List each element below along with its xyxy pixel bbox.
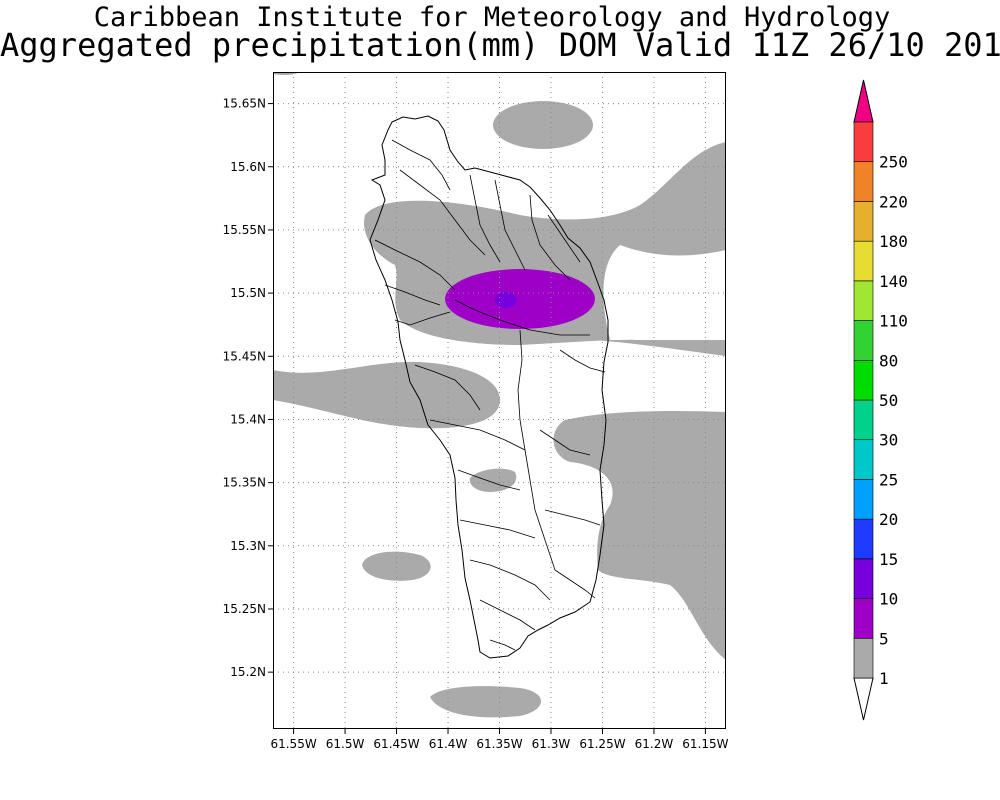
- colorbar-swatch: [853, 637, 874, 679]
- precip-band-10-15: [495, 292, 517, 308]
- colorbar-level-label: 5: [879, 629, 889, 648]
- island-outline: [369, 115, 609, 659]
- colorbar-level-label: 80: [879, 351, 898, 370]
- precip-band-5-10: [445, 269, 595, 329]
- colorbar-level-label: 1: [879, 669, 889, 688]
- lat-tick-label: 15.45N: [223, 349, 266, 363]
- colorbar-swatch: [853, 280, 874, 321]
- lon-tick-label: 61.2W: [635, 737, 674, 751]
- lon-tick-label: 61.3W: [532, 737, 571, 751]
- lon-tick-label: 61.35W: [476, 737, 522, 751]
- lat-tick-label: 15.55N: [223, 223, 266, 237]
- title-line-2: Aggregated precipitation(mm) DOM Valid 1…: [0, 26, 1000, 64]
- lon-tick-label: 61.45W: [373, 737, 419, 751]
- colorbar-swatch: [853, 439, 874, 480]
- lon-tick-label: 61.25W: [579, 737, 625, 751]
- lon-tick-label: 61.15W: [682, 737, 728, 751]
- longitude-tick-labels: 61.55W 61.5W 61.45W 61.4W 61.35W 61.3W 61.25W 6…: [270, 729, 729, 751]
- colorbar-under-triangle: [853, 677, 874, 721]
- colorbar-level-label: 140: [879, 272, 908, 291]
- colorbar-swatch: [853, 201, 874, 242]
- lat-tick-label: 15.25N: [223, 602, 266, 616]
- colorbar-level-label: 25: [879, 470, 898, 489]
- colorbar-level-label: 10: [879, 590, 898, 609]
- map-plot-area: [273, 72, 726, 729]
- lon-tick-label: 61.55W: [270, 737, 316, 751]
- colorbar-swatch: [853, 598, 874, 639]
- colorbar-level-label: 50: [879, 391, 898, 410]
- colorbar-level-label: 220: [879, 192, 908, 211]
- lat-tick-label: 15.35N: [223, 476, 266, 490]
- lat-tick-label: 15.2N: [230, 665, 266, 679]
- lat-tick-label: 15.5N: [230, 286, 266, 300]
- colorbar-swatch: [853, 320, 874, 361]
- colorbar-swatch: [853, 558, 874, 599]
- colorbar-swatch: [853, 399, 874, 441]
- rivers-and-boundaries: [374, 139, 606, 651]
- colorbar-level-label: 250: [879, 153, 908, 172]
- colorbar-level-label: 110: [879, 312, 908, 331]
- colorbar-swatch: [853, 121, 874, 163]
- colorbar-swatch: [853, 479, 874, 520]
- colorbar-level-label: 15: [879, 550, 898, 569]
- grid-lines: [273, 72, 726, 729]
- lat-tick-label: 15.6N: [230, 160, 266, 174]
- colorbar-swatch: [853, 359, 874, 401]
- lat-tick-label: 15.65N: [223, 97, 266, 111]
- colorbar-swatch: [853, 161, 874, 202]
- title-line-1: Caribbean Institute for Meteorology and …: [93, 2, 891, 33]
- colorbar-level-label: 20: [879, 510, 898, 529]
- colorbar-level-label: 30: [879, 431, 898, 450]
- colorbar-swatch: [853, 518, 874, 560]
- latitude-tick-labels: 15.65N 15.6N 15.55N 15.5N 15.45N 15.4N 15.35N 1…: [223, 97, 273, 679]
- colorbar-over-triangle: [853, 79, 874, 123]
- colorbar-swatch: [853, 240, 874, 282]
- lon-tick-label: 61.4W: [429, 737, 468, 751]
- lat-tick-label: 15.4N: [230, 412, 266, 426]
- colorbar-level-label: 180: [879, 232, 908, 251]
- lon-tick-label: 61.5W: [326, 737, 365, 751]
- lat-tick-label: 15.3N: [230, 539, 266, 553]
